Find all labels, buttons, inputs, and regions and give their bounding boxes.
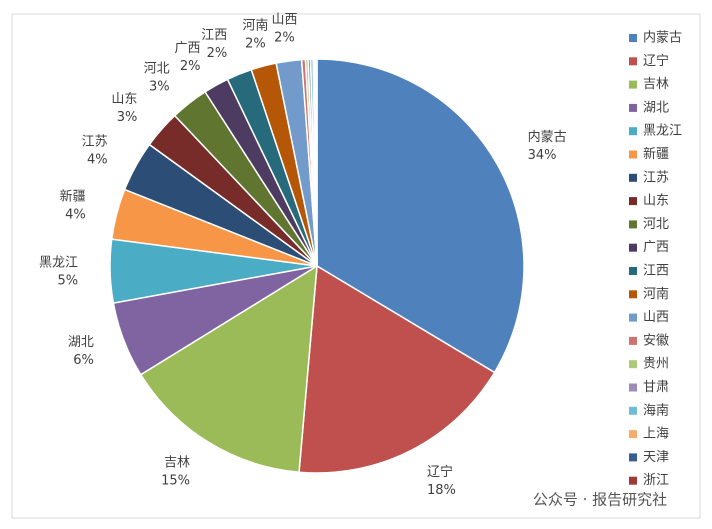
slice-label-value: 18% [427,483,456,498]
legend-label: 天津 [643,450,669,465]
slice-label-value: 4% [87,152,108,167]
legend-label: 新疆 [643,146,669,162]
slice-label-value: 5% [57,273,78,288]
slice-label-name: 内蒙古 [528,129,567,145]
legend-swatch [629,127,637,136]
slice-label-value: 6% [73,353,94,368]
slice-label-name: 河北 [144,61,170,76]
slice-label-value: 2% [245,37,266,52]
legend-label: 黑龙江 [643,124,682,139]
slice-label-value: 2% [180,59,201,74]
legend-swatch [629,220,637,229]
legend-swatch [629,197,637,206]
slice-label-name: 江苏 [82,133,108,149]
pie-slice [298,264,496,474]
legend-label: 山东 [643,194,669,209]
slice-label-value: 2% [274,31,295,46]
legend-swatch [629,336,637,345]
legend-swatch [629,267,637,275]
legend-label: 辽宁 [643,53,669,69]
pie-slice [314,58,318,267]
legend-swatch [629,430,637,439]
slice-label-name: 吉林 [164,455,190,470]
slice-label-name: 辽宁 [427,464,453,480]
slice-label-value: 4% [65,207,86,222]
slice-label-value: 15% [161,473,190,488]
legend-label: 吉林 [643,77,669,92]
legend-label: 山西 [643,310,669,325]
legend-label: 上海 [643,427,669,442]
legend-label: 浙江 [643,473,669,488]
legend-swatch [629,34,637,42]
legend-label: 湖北 [643,100,669,115]
slice-label-value: 3% [117,110,138,125]
legend-label: 内蒙古 [643,30,682,46]
legend-label: 广西 [643,240,669,255]
slice-label-value: 34% [528,148,557,163]
legend-label: 河北 [643,217,669,232]
legend-label: 海南 [643,402,669,418]
legend-swatch [629,290,637,299]
slice-label-value: 2% [207,46,228,61]
legend-label: 江苏 [643,169,669,185]
legend-swatch [629,313,637,322]
legend-swatch [629,476,637,485]
legend-swatch [629,406,637,415]
legend-label: 甘肃 [643,380,669,395]
slice-label-name: 山东 [111,92,137,107]
legend-label: 江西 [643,264,669,279]
slice-label-name: 湖北 [68,335,94,350]
slice-label-value: 3% [149,79,170,94]
legend-swatch [629,103,637,112]
pie-slice [139,264,318,474]
legend-label: 河南 [643,286,669,302]
legend-swatch [629,80,637,89]
legend-swatch [629,150,637,159]
slice-label-name: 江西 [201,28,227,43]
legend-label: 安徽 [643,333,669,348]
slice-label-name: 山西 [271,13,297,28]
watermark: 公众号 · 报告研究社 [533,491,667,509]
slice-label-name: 河南 [242,18,268,34]
slice-label-name: 黑龙江 [39,255,78,270]
legend-swatch [629,243,637,252]
legend-swatch [629,57,637,66]
pie-slice [316,58,525,374]
legend-label: 贵州 [643,357,669,372]
legend-swatch [629,453,637,462]
slice-label-name: 广西 [174,41,200,56]
legend-swatch [629,173,637,182]
legend-swatch [629,360,637,369]
slice-label-name: 新疆 [60,188,86,204]
legend-swatch [629,383,637,392]
